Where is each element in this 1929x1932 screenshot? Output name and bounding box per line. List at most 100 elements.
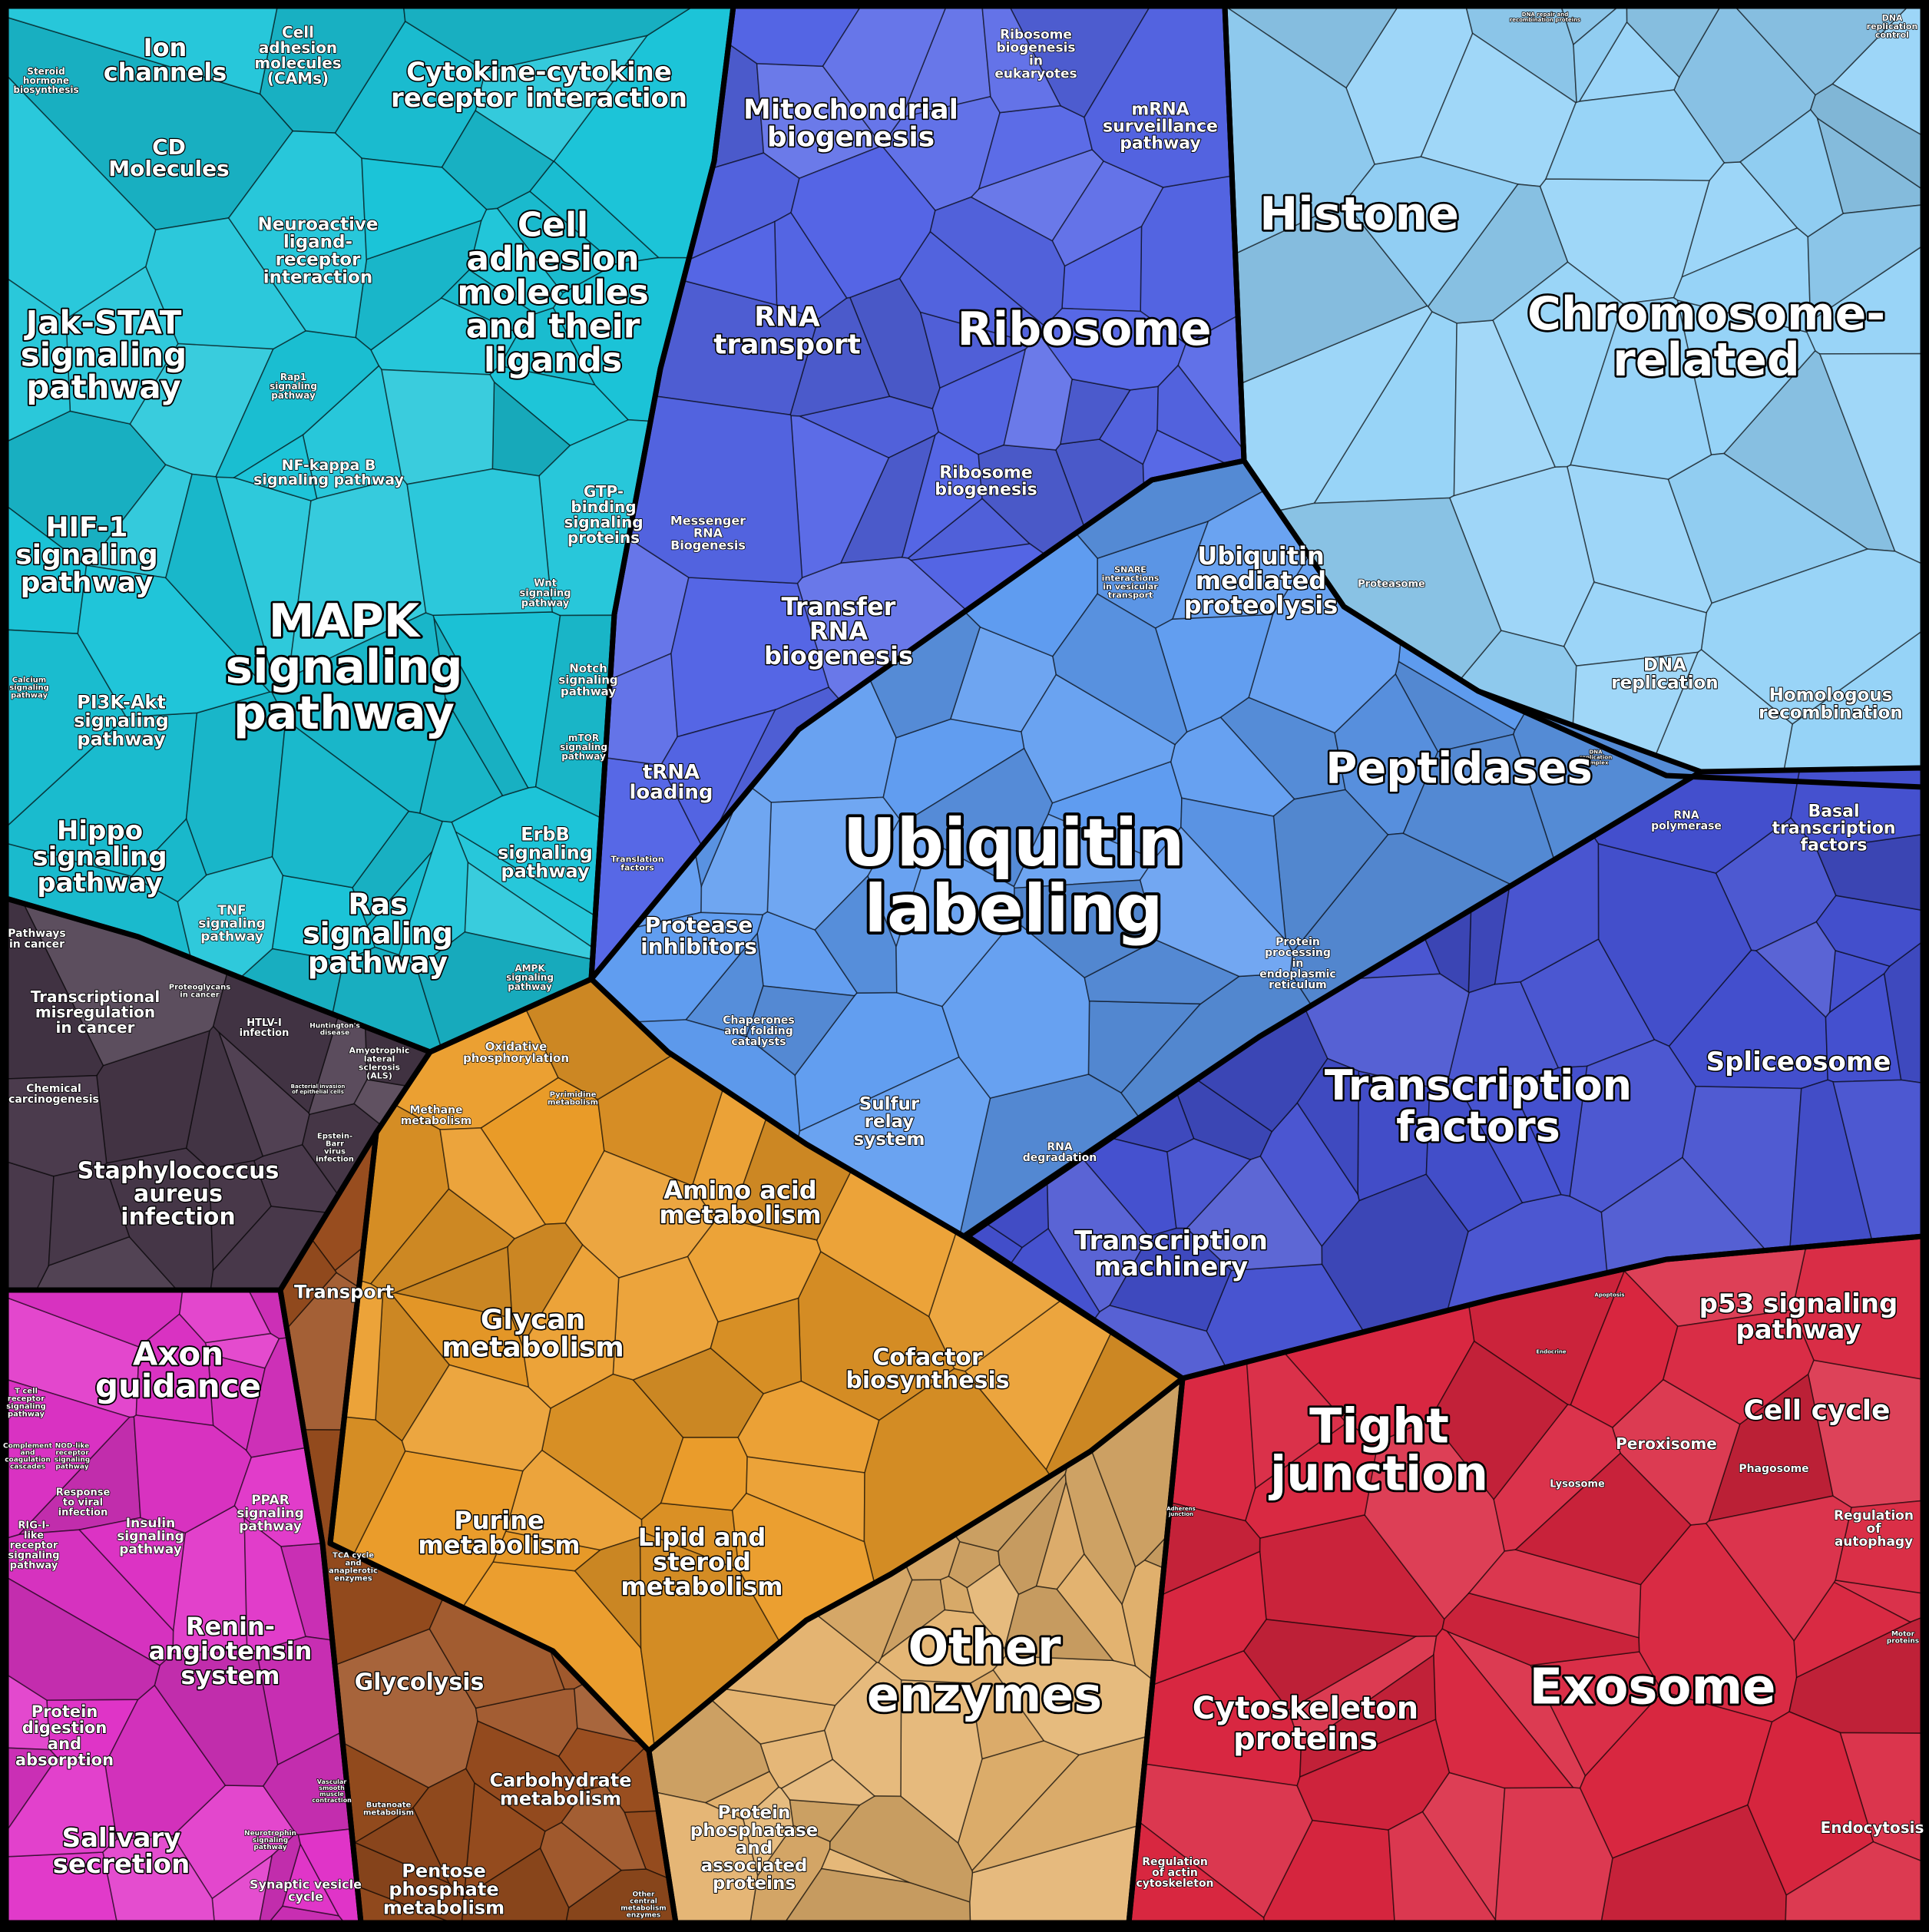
pathway-cell [1429, 1340, 1569, 1500]
label-line: hormone [23, 75, 69, 86]
label-line: DNA [1589, 749, 1603, 756]
label-line: Mitochondrial [743, 94, 958, 126]
label-line: pathway [239, 1519, 302, 1534]
label-line: Phagosome [1739, 1463, 1808, 1475]
label-line: channels [104, 58, 227, 87]
label-tnf: TNF signaling pathway [198, 903, 266, 944]
label-line: Vascular [317, 1778, 346, 1785]
label-line: signaling [270, 381, 317, 392]
label-line: pathway [271, 390, 316, 401]
label-line: replication [1611, 673, 1718, 693]
pathway-cell [398, 820, 469, 970]
label-mtor: mTOR signaling pathway [560, 733, 607, 762]
pathway-cell [1052, 593, 1188, 746]
label-line: NF-kappa B [282, 457, 376, 474]
label-line: Axon [133, 1335, 223, 1373]
label-line: Barr [326, 1140, 344, 1149]
label-line: Transfer [782, 592, 896, 621]
pathway-cell [401, 1364, 551, 1472]
label-line: degradation [1023, 1152, 1097, 1164]
label-line: misregulation [35, 1003, 155, 1021]
label-line: Basal [1808, 802, 1859, 822]
label-line: Purine [454, 1506, 544, 1535]
label-line: smooth [319, 1785, 345, 1791]
pathway-cell [574, 1536, 642, 1650]
label-trna-biogenesis: Transfer RNA biogenesis [764, 592, 913, 670]
label-line: proteins [1887, 1638, 1919, 1646]
label-neuroactive: Neuroactive ligand-receptor interaction [258, 215, 379, 288]
label-line: biosynthesis [845, 1368, 1009, 1394]
label-line: catalysts [731, 1036, 786, 1048]
label-line: inhibitors [640, 934, 757, 959]
label-line: RNA [809, 617, 868, 646]
label-line: CD [152, 134, 186, 160]
label-trna-loading: tRNA loading [630, 761, 713, 804]
label-line: Cell [282, 23, 314, 41]
label-line: molecules [457, 273, 649, 312]
label-line: mTOR [568, 733, 599, 743]
label-line: metabolism [620, 1905, 666, 1913]
label-line: of epithelial cells [292, 1089, 344, 1095]
label-glycolysis: Glycolysis [355, 1669, 485, 1696]
label-line: Proteoglycans [169, 984, 230, 992]
label-dna-rep-comp: DNA replication complex [1580, 749, 1612, 766]
label-line: Oxidative [485, 1040, 548, 1054]
label-line: cascades [10, 1464, 45, 1471]
label-line: pathway [1735, 1315, 1861, 1345]
label-line: Peroxisome [1616, 1434, 1717, 1453]
label-line: Amyotrophic [349, 1045, 410, 1055]
label-line: enzymes [627, 1912, 660, 1920]
label-line: Sulfur [859, 1094, 920, 1114]
pathway-cell [393, 1246, 513, 1319]
label-line: signaling [225, 640, 462, 694]
label-line: Cofactor [872, 1345, 983, 1371]
label-line: factors [1800, 836, 1867, 855]
label-sulfur: Sulfur relay system [854, 1094, 925, 1150]
label-line: pathway [200, 929, 263, 944]
label-line: digestion [22, 1719, 108, 1737]
label-line: coagulation [5, 1457, 51, 1464]
label-line: Transcription [1074, 1226, 1268, 1256]
label-rna-polymerase: RNA polymerase [1651, 809, 1722, 832]
label-line: receptor [8, 1395, 45, 1404]
label-other-central: Other central metabolism enzymes [620, 1891, 666, 1920]
label-line: Proteasome [1358, 579, 1425, 591]
label-line: Regulation [1834, 1508, 1914, 1523]
label-line: mRNA [1131, 101, 1189, 120]
pathway-cell [1569, 1039, 1696, 1213]
label-protein-digestion: Protein digestion and absorption [15, 1702, 114, 1769]
label-line: and [736, 1838, 773, 1858]
label-line: factors [620, 862, 654, 872]
label-cd-molecules: CD Molecules [108, 134, 229, 181]
pathway-cell [1425, 1077, 1524, 1232]
label-line: guidance [95, 1368, 261, 1405]
label-line: metabolism [548, 1099, 598, 1107]
label-line: ligand- [283, 233, 352, 253]
label-line: PI3K-Akt [77, 691, 166, 713]
label-line: phosphate [389, 1878, 498, 1900]
pathway-cell [1013, 879, 1157, 979]
pathway-cell [1570, 296, 1712, 480]
label-line: signaling [74, 710, 169, 731]
label-htlv: HTLV-I infection [240, 1017, 290, 1039]
label-line: Chemical [26, 1083, 81, 1095]
pathway-cell [1739, 108, 1844, 238]
label-rap1: Rap1 signaling pathway [270, 372, 317, 401]
label-phagosome: Phagosome [1739, 1463, 1808, 1475]
pathway-cell [48, 1163, 131, 1267]
label-line: biogenesis [996, 41, 1075, 56]
label-line: pathway [561, 684, 616, 698]
pathway-cell [1139, 826, 1294, 978]
label-transcriptional-mis: Transcriptional misregulation in cancer [31, 988, 160, 1037]
label-cams: Cell adhesion molecules (CAMs) [254, 23, 341, 88]
label-oxphos: Oxidative phosphorylation [463, 1040, 569, 1065]
label-line: Endocrine [1536, 1349, 1567, 1355]
label-line: tRNA [643, 761, 700, 784]
label-rna-degradation: RNA degradation [1023, 1141, 1097, 1164]
label-wnt: Wnt signaling pathway [520, 578, 571, 610]
label-line: lateral [364, 1054, 395, 1064]
label-line: Biogenesis [670, 538, 746, 553]
label-line: metabolism [442, 1332, 624, 1364]
label-line: junction [1168, 1511, 1193, 1517]
